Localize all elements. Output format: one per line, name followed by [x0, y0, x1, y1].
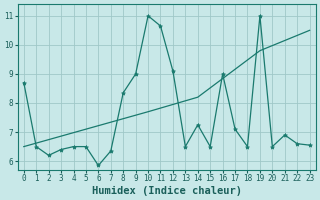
X-axis label: Humidex (Indice chaleur): Humidex (Indice chaleur) [92, 186, 242, 196]
